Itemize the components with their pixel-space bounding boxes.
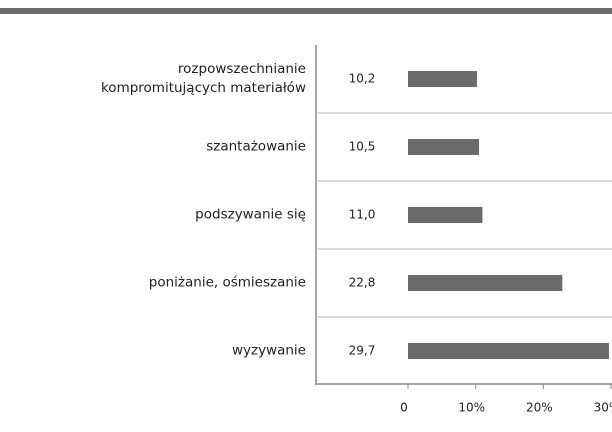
value-label: 22,8 <box>349 276 376 290</box>
category-label: rozpowszechnianie kompromitujących mater… <box>100 61 306 96</box>
category-label: poniżanie, ośmieszanie <box>148 274 306 291</box>
bar <box>408 71 478 87</box>
bar <box>408 207 483 223</box>
x-tick-label: 10% <box>458 401 485 415</box>
bar <box>408 275 563 291</box>
value-label: 10,5 <box>349 140 376 154</box>
x-tick-label: 30% <box>594 401 612 415</box>
x-tick-label: 0 <box>400 401 408 415</box>
category-label: wyzywanie <box>231 342 306 359</box>
bar <box>408 139 480 155</box>
value-label: 10,2 <box>349 72 376 86</box>
value-label: 29,7 <box>349 344 376 358</box>
category-label: szantażowanie <box>206 138 306 155</box>
bar <box>408 343 609 359</box>
top-band <box>0 8 612 14</box>
category-label: podszywanie się <box>195 206 306 223</box>
x-tick-label: 20% <box>526 401 553 415</box>
value-label: 11,0 <box>349 208 376 222</box>
